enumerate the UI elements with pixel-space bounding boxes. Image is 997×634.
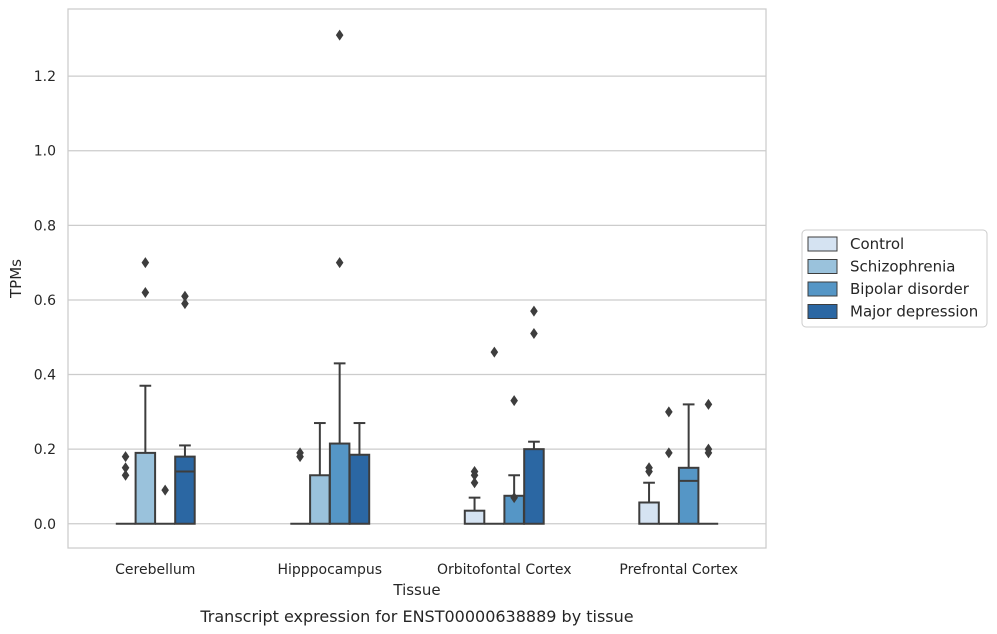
box xyxy=(523,448,545,525)
box xyxy=(348,453,371,525)
outlier-point xyxy=(335,257,344,269)
legend-swatch xyxy=(807,236,838,252)
box-group xyxy=(484,346,505,525)
y-tick-label: 0.6 xyxy=(34,293,56,309)
box xyxy=(174,455,196,525)
box-group xyxy=(290,447,310,525)
y-tick-labels: 0.0 0.2 0.4 0.6 0.8 1.0 1.2 xyxy=(34,69,56,533)
box-group xyxy=(503,395,525,525)
outlier-point xyxy=(510,395,518,407)
outlier-point xyxy=(470,466,479,478)
outlier-point xyxy=(121,469,130,481)
outlier-point xyxy=(121,451,130,463)
outlier-point xyxy=(181,298,189,310)
box-group xyxy=(698,398,719,525)
outlier-point xyxy=(335,29,344,41)
legend-swatch xyxy=(807,281,838,297)
legend-swatch xyxy=(807,304,838,319)
outlier-point xyxy=(121,462,130,474)
legend-label: Schizophrenia xyxy=(850,258,955,276)
y-tick-label: 0.8 xyxy=(34,218,56,234)
box-group xyxy=(328,29,351,525)
outlier-point xyxy=(141,257,150,269)
legend-swatch xyxy=(807,259,838,274)
plot-frame xyxy=(67,8,767,549)
x-tick-label: Cerebellum xyxy=(115,562,195,578)
box xyxy=(134,451,157,525)
box xyxy=(463,509,486,525)
box xyxy=(309,474,331,525)
outlier-point xyxy=(161,484,169,496)
box-group xyxy=(174,290,196,525)
box-plot-marks xyxy=(115,29,719,525)
box-group xyxy=(638,462,660,525)
box-group xyxy=(134,257,157,525)
outlier-point xyxy=(665,447,673,459)
y-axis-label: TPMs xyxy=(7,259,25,299)
y-tick-label: 0.4 xyxy=(34,368,56,384)
box xyxy=(638,501,660,525)
legend-label: Control xyxy=(850,235,904,253)
legend-frame xyxy=(801,229,988,328)
box-group xyxy=(677,403,700,525)
outlier-point xyxy=(704,398,713,410)
outlier-point xyxy=(141,286,150,298)
outlier-point xyxy=(704,443,713,455)
outlier-point xyxy=(645,462,653,474)
y-tick-label: 1.2 xyxy=(34,69,56,85)
y-tick-label: 0.0 xyxy=(34,517,56,533)
y-tick-label: 1.0 xyxy=(34,144,56,160)
outlier-point xyxy=(665,406,673,418)
box-group xyxy=(309,422,331,525)
box xyxy=(328,442,351,525)
outlier-point xyxy=(296,447,304,459)
x-tick-label: Orbitofontal Cortex xyxy=(437,562,572,578)
chart-caption: Transcript expression for ENST0000063888… xyxy=(199,607,633,626)
outlier-point xyxy=(181,290,189,302)
y-gridlines xyxy=(68,75,766,525)
box-group xyxy=(463,466,486,525)
outlier-point xyxy=(510,492,518,504)
legend-label: Major depression xyxy=(850,303,978,321)
legend-label: Bipolar disorder xyxy=(850,280,970,298)
box-group xyxy=(348,422,371,525)
box xyxy=(677,466,700,525)
outlier-point xyxy=(470,477,479,489)
x-axis-label: Tissue xyxy=(392,581,440,599)
legend: Control Schizophrenia Bipolar disorder Majo… xyxy=(801,229,988,328)
x-tick-label: Hipppocampus xyxy=(277,562,382,578)
x-tick-label: Prefrontal Cortex xyxy=(619,562,738,578)
box-group xyxy=(523,305,545,525)
outlier-point xyxy=(530,305,538,317)
y-tick-label: 0.2 xyxy=(34,442,56,458)
box-group xyxy=(155,484,175,525)
box-group xyxy=(115,451,136,525)
outlier-point xyxy=(530,328,538,340)
box-group xyxy=(659,406,679,525)
x-tick-labels: Cerebellum Hipppocampus Orbitofontal Corte… xyxy=(115,562,738,578)
outlier-point xyxy=(490,346,499,358)
